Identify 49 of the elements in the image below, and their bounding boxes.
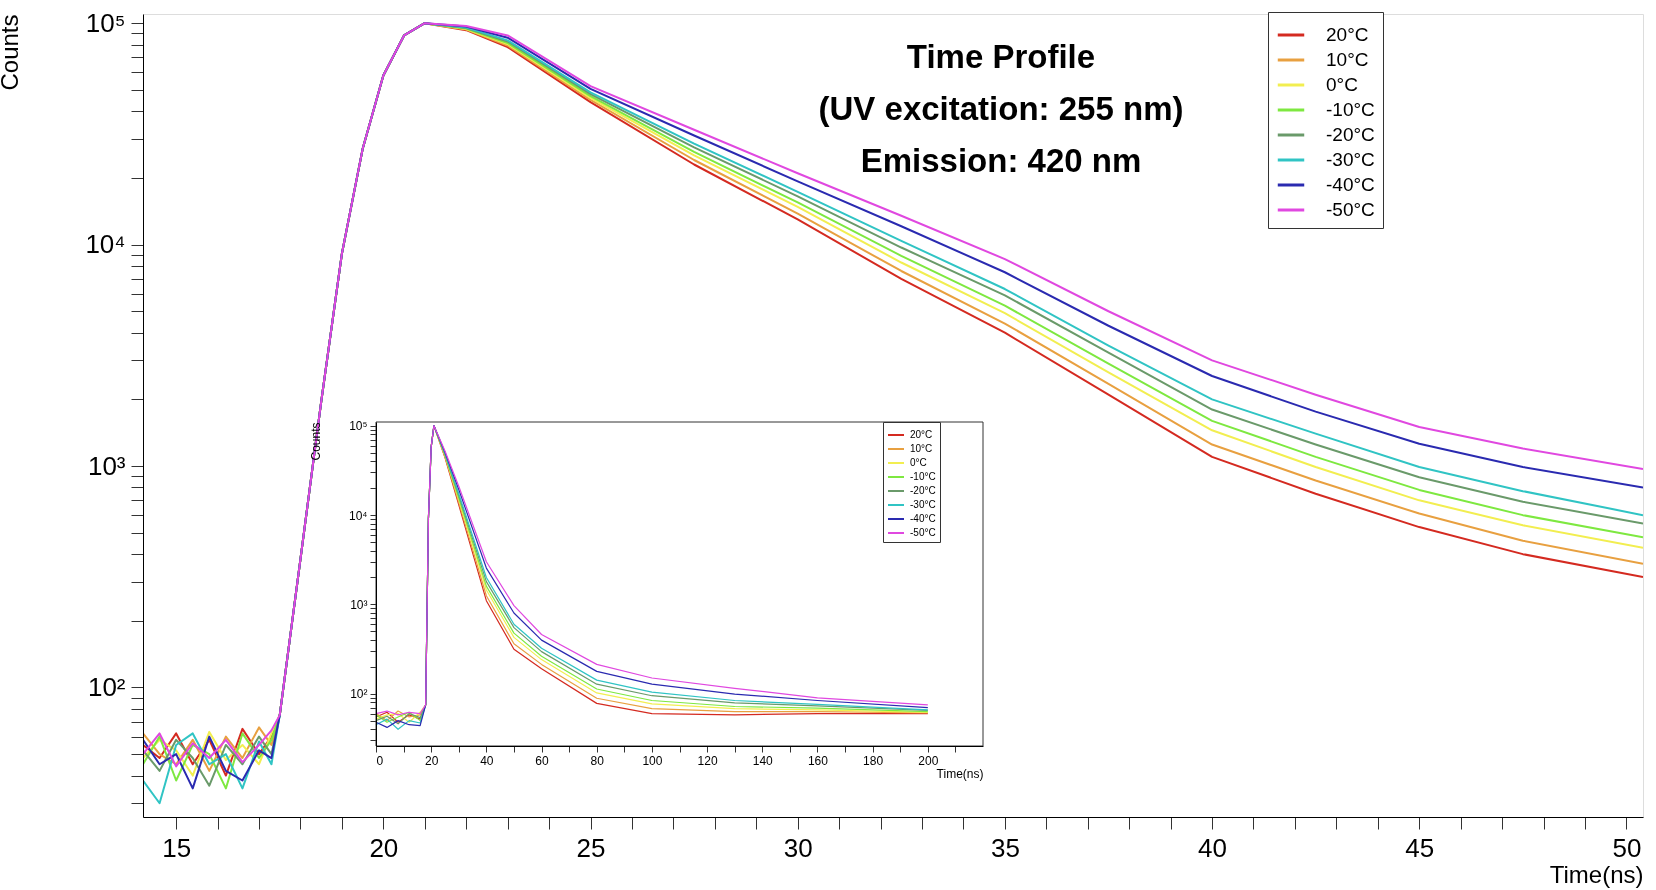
x-tick-label: 0 [376,753,384,768]
y-tick-label: 10² [350,687,368,702]
y-tick-label: 10² [87,671,126,702]
y-tick-label: 10⁵ [349,419,368,434]
y-tick-label: 10⁴ [348,508,368,523]
legend-label: 20°C [910,429,933,440]
text: (UV excitation: 255 nm) Emission: 420 nm [818,90,1184,179]
x-tick-label: 160 [807,753,829,768]
x-axis-title: Time(ns) [1549,860,1644,888]
y-axis-title: Counts [309,422,323,461]
y-tick-label: 10³ [350,597,368,612]
legend-label: -40°C [1326,174,1375,195]
x-tick-label: 100 [642,753,663,768]
x-tick-label: 140 [752,753,774,768]
legend-label: -10°C [910,471,936,482]
x-tick-label: 45 [1405,832,1435,863]
legend-label: 0°C [1326,74,1358,95]
y-tick-label: 10³ [87,450,126,481]
x-tick-label: 80 [590,753,605,768]
x-tick-label: 15 [162,832,192,863]
x-tick-label: 200 [918,753,939,768]
legend-label: -40°C [910,513,936,524]
x-tick-label: 30 [783,832,813,863]
legend-label: -50°C [1326,199,1375,220]
legend-label: 10°C [910,443,933,454]
legend-label: 20°C [1326,24,1369,45]
x-axis-title: Time(ns) [936,766,984,781]
x-tick-label: 20 [369,832,399,863]
x-tick-label: 50 [1612,832,1642,863]
legend-label: -30°C [910,499,936,510]
legend-label: -20°C [910,485,936,496]
legend-label: -50°C [910,527,936,538]
text: Time Profile [906,38,1096,75]
legend-label: -30°C [1326,149,1375,170]
x-tick-label: 120 [697,753,718,768]
x-tick-label: 40 [1198,832,1228,863]
x-tick-label: 180 [863,753,884,768]
y-tick-label: 10⁵ [85,7,126,38]
legend-label: -20°C [1326,124,1375,145]
x-tick-label: 35 [990,832,1020,863]
y-tick-label: 10⁴ [85,229,126,260]
x-tick-label: 60 [535,753,550,768]
x-tick-label: 25 [576,832,606,863]
x-tick-label: 20 [425,753,439,768]
legend-label: 10°C [1326,49,1369,70]
y-axis-title: Counts [0,14,24,91]
legend-label: -10°C [1326,99,1375,120]
legend-label: 0°C [910,457,927,468]
x-tick-label: 40 [480,753,494,768]
